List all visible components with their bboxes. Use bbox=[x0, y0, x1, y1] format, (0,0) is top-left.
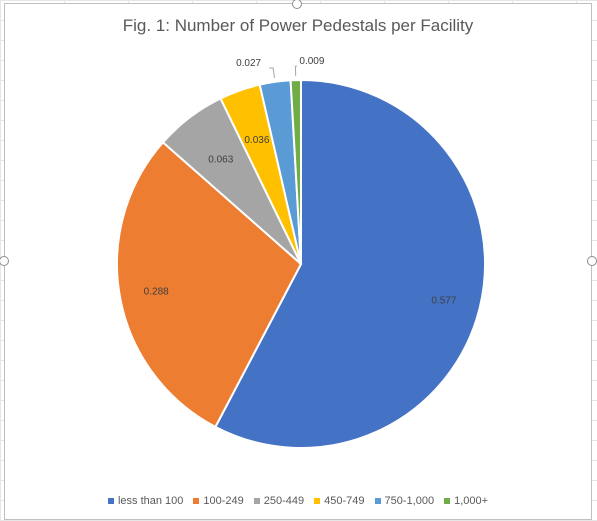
legend-item-2[interactable]: 250-449 bbox=[253, 495, 305, 507]
legend-item-4[interactable]: 750-1,000 bbox=[374, 495, 435, 507]
legend-label-2: 250-449 bbox=[263, 495, 305, 507]
chart-title: Fig. 1: Number of Power Pedestals per Fa… bbox=[122, 16, 474, 35]
legend-label-0: less than 100 bbox=[117, 495, 184, 507]
legend-swatch-3 bbox=[314, 498, 321, 504]
pie-chart: 0.577 0.288 0.063 0.036 0.027 0.009 bbox=[116, 56, 487, 449]
resize-handle-right[interactable] bbox=[587, 256, 597, 266]
chart-area[interactable]: Fig. 1: Number of Power Pedestals per Fa… bbox=[4, 3, 592, 520]
legend-item-1[interactable]: 100-249 bbox=[193, 495, 244, 507]
data-label-5: 0.009 bbox=[299, 56, 324, 67]
legend-swatch-1 bbox=[193, 498, 200, 504]
leader-line-5 bbox=[294, 65, 297, 77]
data-label-1: 0.288 bbox=[144, 287, 169, 298]
pie-slice-1[interactable] bbox=[116, 140, 303, 429]
data-label-2: 0.063 bbox=[208, 155, 233, 166]
legend-item-5[interactable]: 1,000+ bbox=[444, 495, 488, 507]
legend-item-0[interactable]: less than 100 bbox=[107, 495, 184, 507]
legend-swatch-2 bbox=[253, 498, 260, 504]
legend-label-5: 1,000+ bbox=[454, 495, 489, 507]
resize-handle-top[interactable] bbox=[292, 0, 302, 9]
data-label-3: 0.036 bbox=[244, 135, 269, 146]
resize-handle-left[interactable] bbox=[0, 256, 9, 266]
legend-label-1: 100-249 bbox=[203, 495, 244, 507]
leader-line-4 bbox=[269, 67, 275, 78]
legend-swatch-0 bbox=[107, 498, 114, 504]
legend-label-3: 450-749 bbox=[324, 495, 365, 507]
legend-item-3[interactable]: 450-749 bbox=[314, 495, 365, 507]
legend-swatch-5 bbox=[444, 498, 451, 504]
data-label-0: 0.577 bbox=[431, 295, 456, 306]
legend-label-4: 750-1,000 bbox=[384, 495, 435, 507]
pie-slice-5[interactable] bbox=[289, 78, 302, 265]
legend-swatch-4 bbox=[374, 498, 381, 504]
pie-slice-0[interactable] bbox=[214, 78, 487, 449]
data-label-4: 0.027 bbox=[236, 58, 261, 69]
chart-legend: less than 100 100-249 250-449 450-749 750-1,… bbox=[5, 495, 591, 507]
